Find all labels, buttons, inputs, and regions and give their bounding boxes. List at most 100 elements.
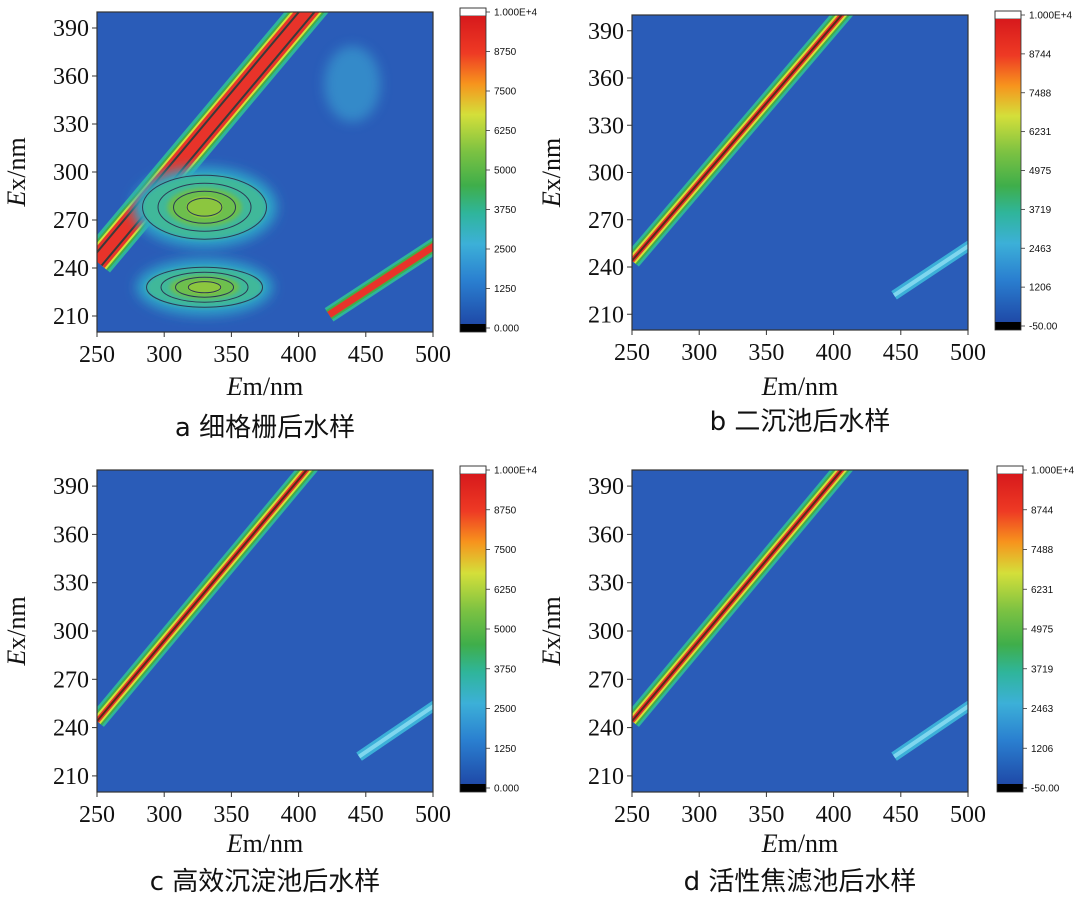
colorbar: 1.000E+4 8744 7488 6231 4975 3719 2463 1206 -50.… bbox=[996, 466, 1075, 795]
second-order-band-1 bbox=[892, 243, 968, 298]
x-tick-label: 250 bbox=[614, 340, 650, 366]
panel-caption: c 高效沉淀池后水样 bbox=[150, 867, 381, 897]
y-tick-label: 360 bbox=[53, 522, 89, 548]
panel-caption: d 活性焦滤池后水样 bbox=[684, 867, 917, 897]
x-tick-label: 400 bbox=[281, 342, 317, 368]
y-tick-label: 300 bbox=[588, 619, 624, 645]
colorbar-label: 5000 bbox=[494, 166, 517, 177]
colorbar-label: 7500 bbox=[494, 87, 517, 98]
rayleigh-band-4 bbox=[632, 15, 843, 262]
y-tick-label: 240 bbox=[588, 716, 624, 742]
colorbar-label: 4975 bbox=[1031, 625, 1054, 636]
x-tick-label: 350 bbox=[213, 802, 249, 828]
colorbar-label: 5000 bbox=[494, 625, 517, 636]
y-axis-label: Ex/nm bbox=[537, 596, 566, 666]
colorbar: 1.000E+4 8750 7500 6250 5000 3750 2500 1250 0.00… bbox=[459, 8, 538, 335]
x-tick-label: 500 bbox=[415, 802, 451, 828]
colorbar-label: 2500 bbox=[494, 245, 517, 256]
y-axis-label: Ex/nm bbox=[2, 137, 31, 207]
fluorescence-peak-0 bbox=[132, 167, 277, 248]
y-tick-label: 210 bbox=[53, 304, 89, 330]
heatmap-area bbox=[97, 470, 433, 792]
y-tick-label: 330 bbox=[53, 571, 89, 597]
colorbar-label: 1250 bbox=[494, 744, 517, 755]
colorbar-label: 3719 bbox=[1029, 205, 1052, 216]
x-tick-label: 250 bbox=[79, 802, 115, 828]
y-tick-label: 270 bbox=[53, 667, 89, 693]
colorbar-label: 1.000E+4 bbox=[494, 8, 538, 19]
colorbar-label: -50.00 bbox=[1031, 784, 1060, 795]
colorbar-label: 3750 bbox=[494, 664, 517, 675]
colorbar-label: 4975 bbox=[1029, 166, 1052, 177]
x-axis-label: Em/nm bbox=[761, 372, 839, 401]
colorbar-label: 8744 bbox=[1031, 505, 1054, 516]
eem-panel-c: 250 300 350 400 450 500 210 240 270 300 330 360 390 E… bbox=[2, 466, 538, 897]
y-tick-label: 330 bbox=[588, 571, 624, 597]
y-tick-label: 210 bbox=[588, 764, 624, 790]
panel-caption: b 二沉池后水样 bbox=[710, 407, 891, 437]
x-tick-label: 500 bbox=[950, 340, 986, 366]
heatmap-area bbox=[632, 15, 968, 330]
heatmap-area bbox=[97, 12, 433, 332]
x-tick-label: 300 bbox=[146, 342, 182, 368]
x-tick-label: 400 bbox=[281, 802, 317, 828]
x-tick-label: 400 bbox=[816, 340, 852, 366]
eem-panel-d: 250 300 350 400 450 500 210 240 270 300 330 360 390 E… bbox=[537, 466, 1075, 897]
colorbar-label: 8750 bbox=[494, 505, 517, 516]
second-order-band-1 bbox=[892, 703, 968, 759]
x-tick-label: 350 bbox=[213, 342, 249, 368]
colorbar: 1.000E+4 8750 7500 6250 5000 3750 2500 1250 0.00… bbox=[459, 466, 538, 795]
colorbar-label: 2500 bbox=[494, 704, 517, 715]
y-tick-label: 390 bbox=[588, 19, 624, 45]
x-tick-label: 300 bbox=[146, 802, 182, 828]
x-axis-label: Em/nm bbox=[761, 829, 839, 858]
y-tick-label: 360 bbox=[588, 522, 624, 548]
colorbar-label: 3719 bbox=[1031, 664, 1054, 675]
colorbar-label: 1.000E+4 bbox=[1031, 466, 1075, 477]
colorbar-label: 7500 bbox=[494, 545, 517, 556]
y-tick-label: 270 bbox=[588, 667, 624, 693]
colorbar-label: 6250 bbox=[494, 126, 517, 137]
x-tick-label: 500 bbox=[950, 802, 986, 828]
x-tick-label: 450 bbox=[883, 802, 919, 828]
y-tick-label: 300 bbox=[53, 619, 89, 645]
y-tick-label: 360 bbox=[53, 64, 89, 90]
x-tick-label: 450 bbox=[348, 342, 384, 368]
x-tick-label: 350 bbox=[748, 340, 784, 366]
y-tick-label: 270 bbox=[53, 208, 89, 234]
colorbar-label: 7488 bbox=[1029, 88, 1052, 99]
colorbar-label: 0.000 bbox=[494, 324, 519, 335]
second-order-band-2 bbox=[327, 242, 433, 318]
colorbar: 1.000E+4 8744 7488 6231 4975 3719 2463 1206 -50.… bbox=[994, 11, 1073, 333]
panel-caption: a 细格栅后水样 bbox=[175, 413, 355, 443]
colorbar-label: 8744 bbox=[1029, 49, 1052, 60]
x-tick-label: 300 bbox=[681, 802, 717, 828]
y-tick-label: 300 bbox=[53, 160, 89, 186]
colorbar-label: -50.00 bbox=[1029, 322, 1058, 333]
y-axis-label: Ex/nm bbox=[537, 138, 566, 208]
x-tick-label: 350 bbox=[748, 802, 784, 828]
x-tick-label: 300 bbox=[681, 340, 717, 366]
y-axis-label: Ex/nm bbox=[2, 596, 31, 666]
colorbar-label: 6231 bbox=[1031, 585, 1054, 596]
x-tick-label: 500 bbox=[415, 342, 451, 368]
y-tick-label: 300 bbox=[588, 161, 624, 187]
colorbar-label: 1206 bbox=[1029, 283, 1052, 294]
x-tick-label: 250 bbox=[79, 342, 115, 368]
y-tick-label: 240 bbox=[53, 256, 89, 282]
colorbar-label: 0.000 bbox=[494, 784, 519, 795]
heatmap-area bbox=[632, 470, 968, 792]
y-tick-label: 210 bbox=[53, 764, 89, 790]
x-tick-label: 250 bbox=[614, 802, 650, 828]
eem-panel-a: 250 300 350 400 450 500 210 240 270 300 330 360 390 E… bbox=[2, 8, 538, 444]
fluorescence-peak-1 bbox=[136, 259, 273, 316]
second-order-band-1 bbox=[357, 703, 433, 759]
y-tick-label: 390 bbox=[53, 474, 89, 500]
colorbar-label: 6250 bbox=[494, 585, 517, 596]
x-tick-label: 400 bbox=[816, 802, 852, 828]
y-tick-label: 240 bbox=[588, 255, 624, 281]
colorbar-label: 2463 bbox=[1031, 704, 1054, 715]
y-tick-label: 240 bbox=[53, 716, 89, 742]
y-tick-label: 330 bbox=[588, 113, 624, 139]
